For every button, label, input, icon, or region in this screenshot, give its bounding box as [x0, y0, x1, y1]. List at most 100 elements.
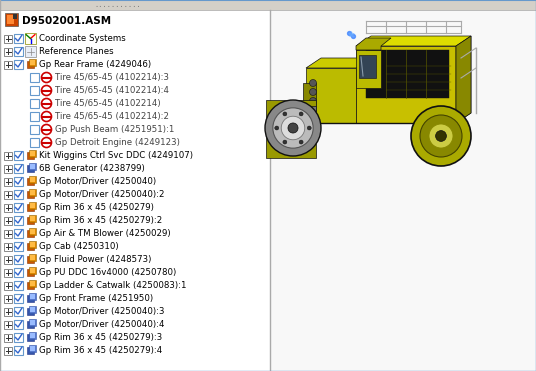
Circle shape [41, 72, 51, 82]
Bar [14, 333, 23, 342]
Circle shape [436, 131, 446, 141]
Bar [14, 242, 23, 251]
Bar [29, 306, 36, 313]
Circle shape [41, 98, 51, 108]
Bar [29, 242, 34, 247]
Bar [29, 202, 36, 209]
Polygon shape [356, 36, 471, 46]
Text: Gp Motor/Driver (4250040):2: Gp Motor/Driver (4250040):2 [39, 190, 165, 199]
Circle shape [299, 140, 303, 144]
Polygon shape [306, 58, 371, 68]
Bar [29, 59, 36, 66]
Circle shape [288, 123, 298, 133]
Text: Gp Push Beam (4251951):1: Gp Push Beam (4251951):1 [55, 125, 174, 134]
Text: Gp Motor/Driver (4250040):3: Gp Motor/Driver (4250040):3 [39, 307, 165, 316]
Bar [4, 151, 12, 160]
Bar [29, 333, 34, 338]
Bar [5, 13, 18, 26]
Text: Gp Rear Frame (4249046): Gp Rear Frame (4249046) [39, 60, 151, 69]
Polygon shape [366, 50, 449, 98]
Text: Coordinate Systems: Coordinate Systems [39, 34, 126, 43]
Bar [29, 319, 36, 326]
Point [345, 30, 353, 36]
Text: Gp Detroit Engine (4249123): Gp Detroit Engine (4249123) [55, 138, 180, 147]
Bar [30, 125, 39, 134]
Bar [4, 204, 12, 211]
Text: Gp Rim 36 x 45 (4250279):3: Gp Rim 36 x 45 (4250279):3 [39, 333, 162, 342]
Text: Gp PU DDC 16v4000 (4250780): Gp PU DDC 16v4000 (4250780) [39, 268, 176, 277]
Bar [14, 320, 23, 329]
Text: Gp Rim 36 x 45 (4250279):2: Gp Rim 36 x 45 (4250279):2 [39, 216, 162, 225]
Bar [29, 216, 34, 221]
Bar [4, 217, 12, 224]
Text: Tire 45/65-45 (4102214):2: Tire 45/65-45 (4102214):2 [55, 112, 169, 121]
Bar [29, 255, 34, 260]
Bar [30, 73, 39, 82]
Bar [14, 281, 23, 290]
Bar [29, 320, 34, 325]
Circle shape [429, 124, 453, 148]
Bar [27, 308, 34, 315]
Bar [13, 14, 17, 20]
Bar [27, 152, 34, 159]
Bar [14, 47, 23, 56]
Bar [14, 34, 23, 43]
Circle shape [273, 108, 313, 148]
Text: ...........: ........... [94, 2, 142, 8]
Bar [27, 347, 34, 354]
Bar [27, 256, 34, 263]
Bar [14, 216, 23, 225]
Circle shape [299, 112, 303, 116]
Point [349, 33, 358, 39]
Text: Gp Air & TM Blower (4250029): Gp Air & TM Blower (4250029) [39, 229, 170, 238]
Bar [4, 243, 12, 250]
Point [347, 31, 355, 37]
Bar [4, 256, 12, 263]
Circle shape [309, 98, 316, 105]
Bar [27, 295, 34, 302]
Bar [4, 282, 12, 289]
Text: Gp Rim 36 x 45 (4250279): Gp Rim 36 x 45 (4250279) [39, 203, 154, 212]
Bar [29, 215, 36, 222]
Text: Gp Cab (4250310): Gp Cab (4250310) [39, 242, 118, 251]
Bar [29, 254, 36, 261]
Bar [29, 177, 34, 182]
Circle shape [275, 126, 279, 130]
Bar [4, 295, 12, 302]
Circle shape [41, 85, 51, 95]
Bar [29, 281, 34, 286]
Circle shape [41, 112, 51, 121]
Polygon shape [303, 83, 316, 108]
Bar [4, 321, 12, 328]
Bar [29, 60, 34, 65]
Circle shape [41, 125, 51, 135]
Bar [14, 151, 23, 160]
Bar [14, 190, 23, 199]
Text: Gp Ladder & Catwalk (4250083):1: Gp Ladder & Catwalk (4250083):1 [39, 281, 187, 290]
Bar [29, 229, 34, 234]
Circle shape [283, 140, 287, 144]
Circle shape [41, 138, 51, 148]
Bar [4, 269, 12, 276]
Bar [30, 99, 39, 108]
Bar [14, 60, 23, 69]
Bar [29, 228, 36, 235]
Bar [14, 203, 23, 212]
Bar [4, 164, 12, 173]
Circle shape [309, 79, 316, 86]
Bar [4, 230, 12, 237]
Bar [4, 177, 12, 186]
Bar [27, 204, 34, 211]
Bar [27, 230, 34, 237]
Bar [29, 346, 34, 351]
Bar [14, 307, 23, 316]
Bar [29, 345, 36, 352]
Bar [27, 191, 34, 198]
Circle shape [309, 89, 316, 95]
Bar [14, 346, 23, 355]
Text: Tire 45/65-45 (4102214): Tire 45/65-45 (4102214) [55, 99, 161, 108]
Bar [4, 334, 12, 341]
Text: D9502001.ASM: D9502001.ASM [22, 16, 111, 26]
Bar [25, 33, 36, 44]
Text: Gp Fluid Power (4248573): Gp Fluid Power (4248573) [39, 255, 151, 264]
